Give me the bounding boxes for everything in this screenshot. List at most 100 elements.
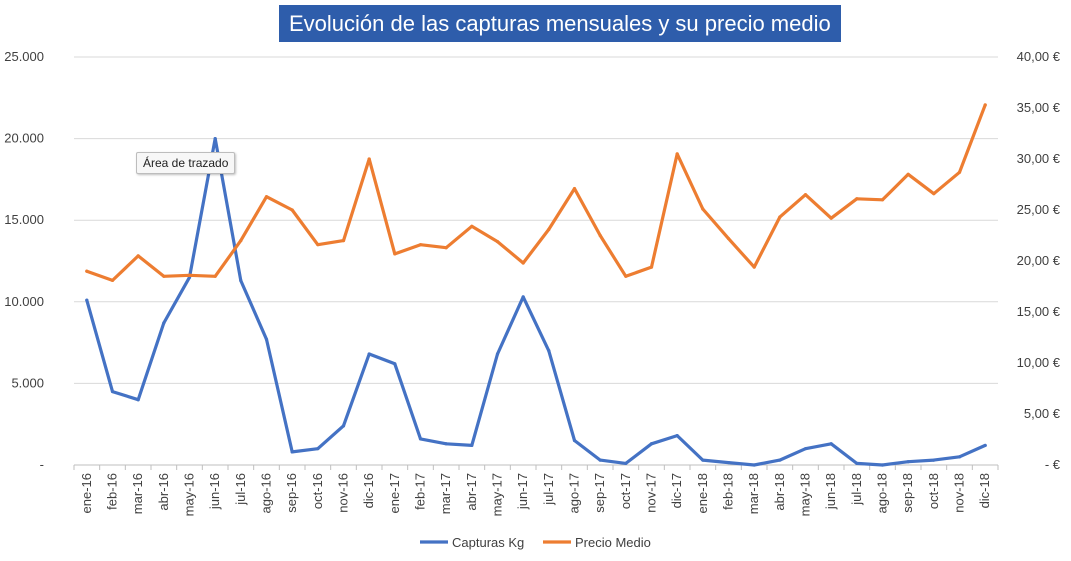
data-point[interactable] — [162, 321, 166, 325]
data-point[interactable] — [752, 265, 756, 269]
data-point[interactable] — [778, 215, 782, 219]
data-point[interactable] — [855, 197, 859, 201]
data-point[interactable] — [675, 434, 679, 438]
y-left-tick-label: 10.000 — [4, 294, 44, 309]
x-tick-label: abr-18 — [772, 473, 787, 511]
data-point[interactable] — [444, 442, 448, 446]
data-point[interactable] — [264, 195, 269, 199]
x-tick-label: feb-17 — [413, 473, 428, 510]
x-tick-label: oct-18 — [926, 473, 941, 509]
data-point[interactable] — [701, 207, 705, 211]
data-point[interactable] — [444, 246, 448, 250]
data-point[interactable] — [649, 442, 654, 446]
data-point[interactable] — [726, 460, 731, 465]
data-point[interactable] — [598, 458, 602, 462]
x-tick-label: ago-16 — [259, 473, 274, 513]
data-point[interactable] — [187, 273, 192, 277]
data-point[interactable] — [85, 298, 89, 302]
data-point[interactable] — [470, 224, 474, 228]
data-point[interactable] — [983, 103, 987, 107]
data-point[interactable] — [341, 424, 346, 428]
x-tick-label: jun-18 — [823, 473, 838, 510]
y-right-tick-label: 30,00 € — [1017, 151, 1061, 166]
data-point[interactable] — [316, 243, 320, 247]
data-point[interactable] — [752, 463, 756, 467]
data-point[interactable] — [470, 443, 474, 448]
data-point[interactable] — [624, 461, 628, 465]
data-point[interactable] — [290, 208, 294, 212]
data-point[interactable] — [239, 278, 243, 283]
data-point[interactable] — [906, 460, 910, 464]
data-point[interactable] — [418, 243, 423, 247]
data-point[interactable] — [957, 170, 962, 174]
x-tick-label: mar-18 — [746, 473, 761, 514]
data-point[interactable] — [418, 437, 423, 441]
data-point[interactable] — [957, 455, 962, 459]
data-point[interactable] — [649, 265, 654, 269]
data-point[interactable] — [829, 442, 833, 446]
data-point[interactable] — [110, 278, 115, 282]
x-tick-label: jun-16 — [207, 473, 222, 510]
data-point[interactable] — [367, 352, 371, 356]
data-point[interactable] — [521, 261, 525, 265]
data-point[interactable] — [803, 447, 808, 451]
data-point[interactable] — [932, 458, 936, 462]
data-point[interactable] — [367, 157, 371, 161]
data-point[interactable] — [136, 254, 140, 258]
data-point[interactable] — [495, 352, 500, 356]
data-point[interactable] — [341, 239, 346, 243]
series-precio[interactable] — [85, 103, 987, 282]
data-point[interactable] — [880, 463, 885, 467]
data-point[interactable] — [85, 269, 89, 273]
data-point[interactable] — [572, 186, 577, 191]
x-tick-label: jul-16 — [233, 473, 248, 506]
data-point[interactable] — [572, 438, 577, 443]
series-layer — [85, 103, 987, 467]
data-point[interactable] — [726, 236, 731, 241]
data-point[interactable] — [393, 362, 397, 366]
data-point[interactable] — [547, 349, 551, 353]
data-point[interactable] — [162, 274, 166, 278]
data-point[interactable] — [213, 137, 217, 141]
x-tick-label: mar-16 — [130, 473, 145, 514]
x-tick-label: jul-18 — [849, 473, 864, 506]
data-point[interactable] — [906, 172, 910, 176]
data-point[interactable] — [213, 274, 217, 278]
data-point[interactable] — [778, 458, 782, 462]
legend-item[interactable]: Precio Medio — [543, 535, 651, 550]
y-right-tick-label: 20,00 € — [1017, 253, 1061, 268]
data-point[interactable] — [136, 398, 140, 402]
data-point[interactable] — [110, 389, 115, 394]
series-line[interactable] — [85, 137, 987, 467]
series-capturas[interactable] — [85, 137, 987, 467]
data-point[interactable] — [624, 274, 628, 278]
data-point[interactable] — [264, 337, 269, 341]
data-point[interactable] — [701, 458, 705, 462]
legend-item[interactable]: Capturas Kg — [420, 535, 524, 550]
data-point[interactable] — [521, 295, 525, 299]
y-axis-left: - 5.000 10.000 15.000 20.000 25.000 — [4, 49, 44, 472]
data-point[interactable] — [932, 192, 936, 196]
series-line[interactable] — [85, 103, 987, 282]
data-point[interactable] — [393, 252, 397, 256]
data-point[interactable] — [290, 450, 294, 454]
data-point[interactable] — [829, 216, 833, 220]
x-tick-label: ene-18 — [695, 473, 710, 513]
data-point[interactable] — [880, 198, 885, 202]
gridlines — [74, 56, 998, 384]
data-point[interactable] — [675, 152, 679, 156]
x-tick-label: nov-18 — [952, 473, 967, 513]
data-point[interactable] — [316, 447, 320, 451]
x-tick-label: abr-17 — [464, 473, 479, 511]
x-tick-label: nov-16 — [336, 473, 351, 513]
data-point[interactable] — [855, 461, 859, 465]
data-point[interactable] — [598, 233, 602, 238]
x-tick-label: dic-17 — [669, 473, 684, 508]
data-point[interactable] — [547, 227, 551, 231]
data-point[interactable] — [495, 240, 500, 244]
data-point[interactable] — [983, 443, 987, 448]
data-point[interactable] — [803, 193, 808, 197]
x-tick-label: may-16 — [182, 473, 197, 516]
data-point[interactable] — [239, 239, 243, 243]
